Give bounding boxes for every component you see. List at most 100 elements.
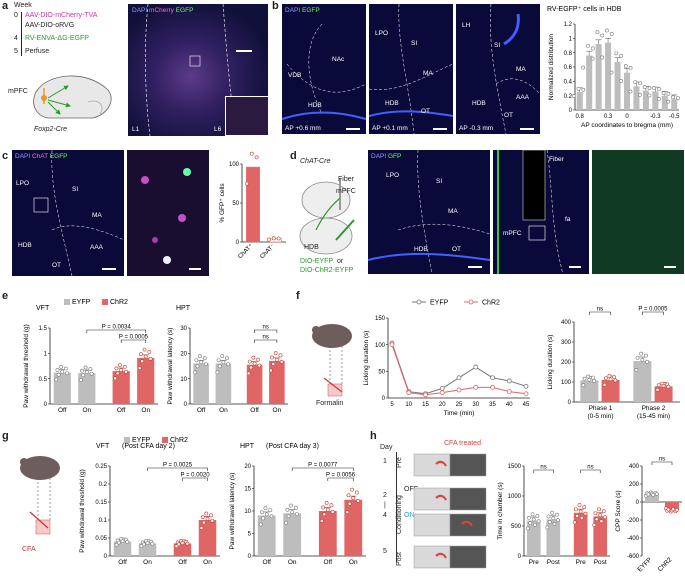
data-point <box>60 369 65 374</box>
step-perfuse: Perfuse <box>25 48 50 55</box>
panel-label-g: g <box>2 430 9 442</box>
region-ma-c: MA <box>92 212 102 219</box>
y-tick-label: 0.6 <box>564 65 573 71</box>
chart-f-phase: 0 100 200 300 400 Licking duration (s) Phase 1… <box>547 307 680 420</box>
bar-0 <box>246 166 260 243</box>
data-point <box>122 364 127 369</box>
series-point-ChR2 <box>423 392 428 398</box>
data-point <box>249 151 254 156</box>
y-tick-label: 30 <box>180 326 187 332</box>
y-tick-label: 0.05 <box>95 536 107 542</box>
scale-bar-d2 <box>569 266 581 268</box>
annotation-0-bracket <box>86 329 147 333</box>
bar--0.4 <box>661 95 668 110</box>
y-tick-label: 200 <box>561 360 572 366</box>
chart-g-hpt: HPT (Post CFA day 3) 0 5 10 15 20 Paw withdrawa… <box>229 443 366 566</box>
step-virus-1: AAV-DIO-mCherry-TVA <box>25 12 98 19</box>
cfa-treated-label: CFA treated <box>444 440 481 447</box>
mpfc-label-d: mPFC <box>336 188 356 195</box>
mpfc-label-a: mPFC <box>8 88 28 95</box>
bar-1 <box>215 363 232 404</box>
panel-label-a: a <box>2 0 9 12</box>
bar-2 <box>573 512 588 556</box>
data-point <box>148 356 153 361</box>
x-tick-label: 30 <box>472 402 479 408</box>
data-point <box>88 367 93 371</box>
x-tick-label: Off <box>197 407 206 414</box>
data-point <box>552 521 557 526</box>
gfp-label-d: GFP <box>387 153 402 160</box>
y-axis-label: Normalized distribution <box>548 34 555 100</box>
y-tick-label: 0.15 <box>95 500 107 506</box>
data-point <box>661 91 666 95</box>
annotation-1-label: ns <box>587 465 593 471</box>
data-point <box>586 374 591 379</box>
data-point <box>195 364 200 369</box>
scale-bar-d3 <box>664 266 676 268</box>
chat-cre-label: ChAT-Cre <box>300 158 331 165</box>
data-point <box>257 363 262 368</box>
annotation-1-label: P = 0.0005 <box>638 307 668 313</box>
region-si-b2: SI <box>411 40 418 47</box>
data-point <box>531 517 536 522</box>
data-point <box>593 511 598 516</box>
bar-EYFP <box>645 493 659 502</box>
y-tick-label: 200 <box>629 482 640 488</box>
region-nac: NAc <box>332 56 345 63</box>
timeline-axis <box>21 12 22 56</box>
cfa-label: CFA <box>22 546 36 553</box>
data-point <box>654 492 659 496</box>
series-point-ChR2 <box>506 389 512 394</box>
data-point <box>581 65 586 70</box>
week-0: 0 <box>14 12 18 19</box>
data-point <box>322 512 327 517</box>
y-axis-label: Licking duration (s) <box>363 331 370 386</box>
data-point <box>177 542 181 547</box>
chart-b: RV-EGFP⁺ cells in HDB 0 0.2 0.4 0.6 0.8 1 1.2 No… <box>547 6 680 129</box>
micrograph-c2 <box>127 150 209 276</box>
region-hdb-d: HDB <box>414 246 428 253</box>
data-point <box>607 374 612 378</box>
panel-label-h: h <box>370 430 377 442</box>
scale-bar-b2 <box>433 128 447 130</box>
data-point <box>321 505 325 510</box>
bar-0.8 <box>576 92 583 110</box>
x-tick-label: -0.3 <box>650 114 661 120</box>
data-point <box>600 55 604 60</box>
week-4: 4 <box>14 35 18 42</box>
data-point <box>139 544 144 549</box>
annotation-1-label: P = 0.0020 <box>180 473 210 479</box>
data-point <box>55 368 60 372</box>
data-point <box>608 377 613 382</box>
data-point <box>638 93 642 97</box>
annotation-1-bracket <box>580 469 601 473</box>
fiber-label-d2: Fiber <box>549 156 564 163</box>
ap-label-b3: AP -0.3 mm <box>459 125 494 132</box>
x-tick-label: On <box>203 559 212 566</box>
data-point <box>270 355 274 360</box>
x-tick-label: 10 <box>405 402 412 408</box>
bar-0 <box>526 520 541 556</box>
series-point-ChR2 <box>523 391 529 397</box>
annotation-1-bracket <box>182 477 208 481</box>
data-point <box>114 542 119 547</box>
data-point <box>536 519 541 524</box>
data-point <box>619 79 623 83</box>
bar-3 <box>269 360 285 404</box>
data-point <box>84 370 89 375</box>
data-point <box>652 86 657 90</box>
chart-title: HPT <box>176 305 191 312</box>
data-point <box>600 33 605 38</box>
data-point <box>609 31 614 36</box>
series-point-ChR2 <box>439 390 445 396</box>
data-point <box>124 369 128 374</box>
data-point <box>525 526 530 531</box>
region-vdb: VDB <box>288 72 302 79</box>
bar-0.4 <box>595 44 602 110</box>
data-point <box>533 522 537 527</box>
dapi-label-c: DAPI <box>15 153 31 160</box>
on-label: ON <box>404 512 415 519</box>
region-aaa-c: AAA <box>90 244 104 251</box>
x-tick-label: On <box>143 559 152 566</box>
